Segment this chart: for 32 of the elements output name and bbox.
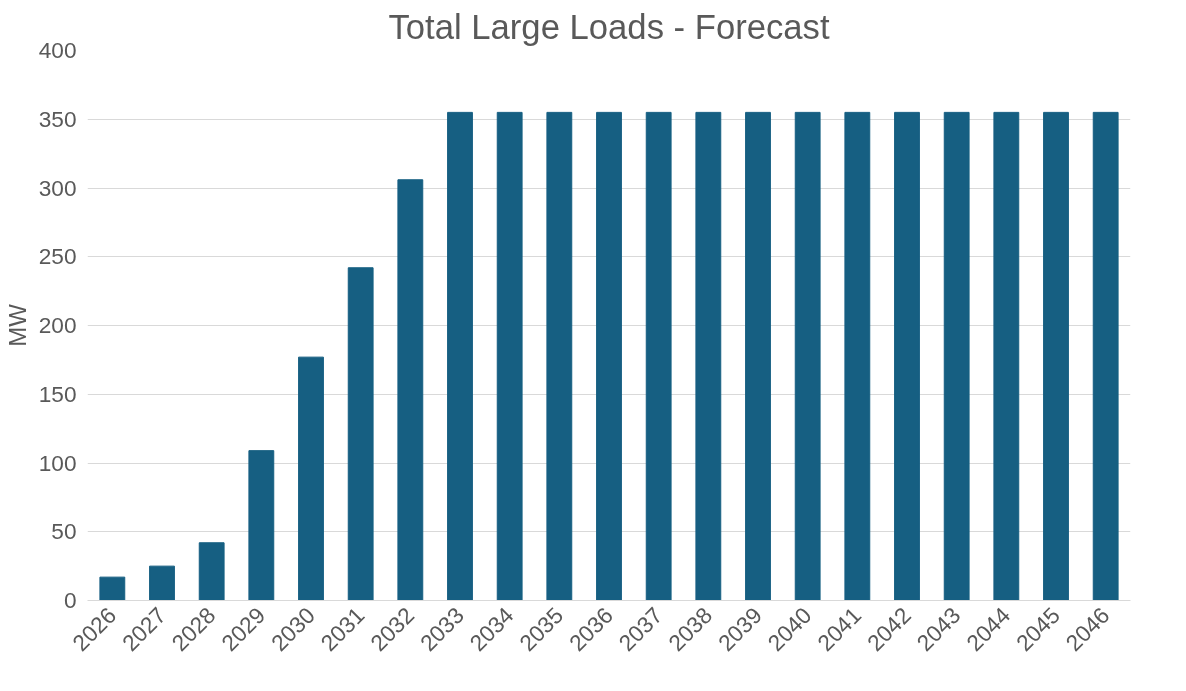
y-tick-label: 350 <box>38 105 77 132</box>
bar <box>198 542 225 601</box>
bar <box>695 111 722 601</box>
bar <box>447 111 473 601</box>
y-tick-label: 50 <box>51 518 77 545</box>
y-tick-label: 300 <box>38 174 77 201</box>
bar <box>596 111 622 601</box>
y-tick-label: 150 <box>38 380 77 407</box>
y-tick-label: 0 <box>63 587 77 613</box>
bar <box>347 267 374 601</box>
chart-title: Total Large Loads - Forecast <box>388 7 830 46</box>
bar <box>844 111 871 601</box>
bar <box>794 111 821 601</box>
bar <box>546 111 573 601</box>
y-tick-label: 100 <box>38 449 77 476</box>
bar <box>993 111 1020 601</box>
bar <box>397 179 424 601</box>
bar <box>298 356 324 601</box>
bar <box>248 450 275 601</box>
bar <box>645 111 672 601</box>
y-axis-title: MW <box>3 303 31 347</box>
y-tick-label: 200 <box>38 312 77 338</box>
bar <box>1043 111 1069 601</box>
bar <box>1092 111 1119 601</box>
y-tick-label: 250 <box>38 243 77 270</box>
y-tick-label: 400 <box>38 37 77 63</box>
bar <box>496 111 523 601</box>
bar <box>943 111 970 601</box>
bar <box>149 565 175 601</box>
bar <box>99 576 126 601</box>
bar <box>894 111 920 601</box>
bar <box>745 111 771 601</box>
